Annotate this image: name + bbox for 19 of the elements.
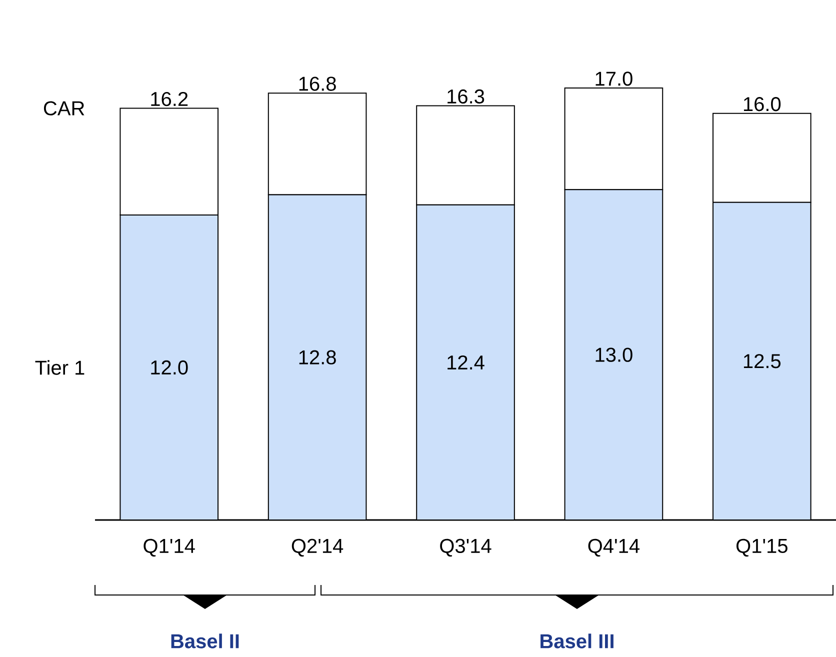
text: Basel III: [540, 634, 614, 648]
x-tick-label: Q3'14: [440, 538, 492, 557]
total-label: 16.2: [151, 92, 188, 106]
data-label: 12.8: [299, 350, 336, 364]
text: Basel II: [171, 634, 239, 648]
data-label: 12.4: [448, 355, 484, 370]
data-label: 12.5: [744, 354, 781, 368]
series-label: CAR: [44, 101, 84, 116]
x-tick-label: Q2'14: [292, 538, 344, 557]
total-label: 16.0: [744, 97, 781, 112]
series-label: Tier 1: [35, 360, 84, 375]
data-label: 12.0: [151, 360, 188, 375]
x-tick-label: Q4'14: [588, 538, 640, 557]
total-label: 17.0: [596, 72, 632, 86]
x-tick-label: Q1'14: [144, 538, 195, 557]
x-tick-label: Q1'15: [736, 538, 788, 557]
data-label: 13.0: [596, 348, 632, 362]
total-label: 16.3: [448, 89, 484, 104]
total-label: 16.8: [299, 76, 336, 91]
